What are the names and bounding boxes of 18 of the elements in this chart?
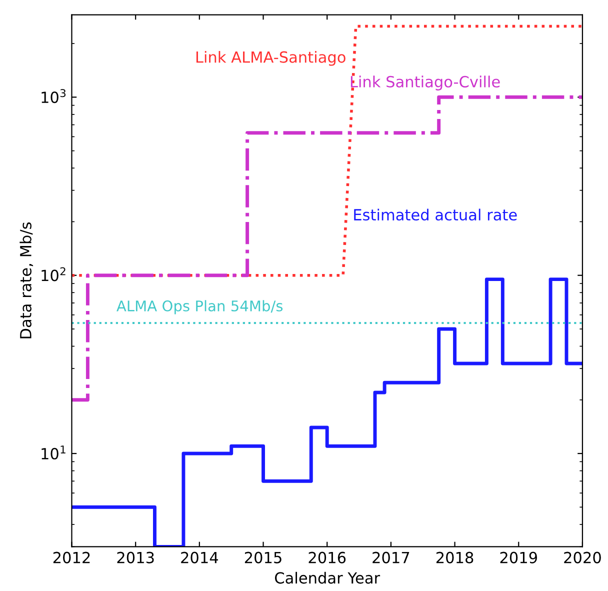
y-tick-label: 10$^{3}$ [42, 89, 66, 104]
x-tick-label: 2012 [53, 552, 90, 564]
x-tick-label: 2013 [117, 552, 154, 564]
x-tick-label: 2017 [372, 552, 410, 564]
x-axis-title: Calendar Year [275, 572, 380, 584]
x-tick-label: 2014 [181, 552, 218, 564]
series-label: Link Santiago-Cville [350, 76, 500, 90]
x-tick-label: 2018 [436, 552, 474, 564]
y-tick-label: 10$^{1}$ [42, 446, 66, 460]
series-label: Link ALMA-Santiago [196, 51, 346, 66]
x-tick-label: 2020 [564, 552, 601, 564]
y-axis-title: Data rate, Mb/s [20, 222, 34, 338]
x-tick-label: 2015 [244, 552, 282, 564]
text: Estimated actual rate [354, 208, 517, 221]
ref-line-label: ALMA Ops Plan 54Mb/s [116, 300, 283, 314]
x-tick-label: 2019 [500, 552, 537, 564]
x-tick-label: 2016 [308, 552, 346, 564]
y-tick-label: 10$^{2}$ [42, 267, 66, 282]
